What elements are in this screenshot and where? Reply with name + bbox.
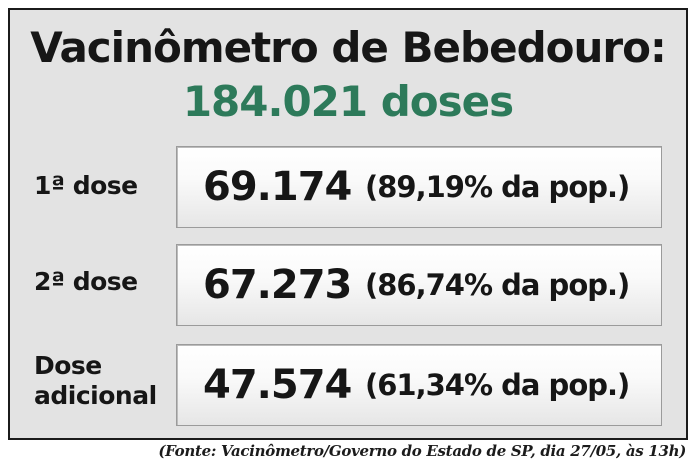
source-caption: (Fonte: Vacinômetro/Governo do Estado de… bbox=[158, 442, 686, 460]
first-dose-value: 69.174 bbox=[203, 164, 352, 210]
additional-dose-percent: (61,34% da pop.) bbox=[365, 368, 630, 402]
row-label-additional-dose-line1: Dose bbox=[34, 351, 102, 380]
second-dose-percent: (86,74% da pop.) bbox=[365, 268, 630, 302]
row-label-first-dose: 1ª dose bbox=[34, 171, 138, 200]
row-label-second-dose: 2ª dose bbox=[34, 267, 138, 296]
row-label-additional-dose-line2: adicional bbox=[34, 381, 157, 410]
vaccination-infographic: Vacinômetro de Bebedouro: 184.021 doses … bbox=[8, 8, 688, 440]
additional-dose-value: 47.574 bbox=[203, 362, 352, 408]
row-box-second-dose: 67.273 (86,74% da pop.) bbox=[176, 244, 662, 326]
total-doses: 184.021 doses bbox=[182, 77, 514, 126]
row-box-first-dose: 69.174 (89,19% da pop.) bbox=[176, 146, 662, 228]
row-box-additional-dose: 47.574 (61,34% da pop.) bbox=[176, 344, 662, 426]
first-dose-percent: (89,19% da pop.) bbox=[365, 170, 630, 204]
second-dose-value: 67.273 bbox=[203, 262, 352, 308]
headline: Vacinômetro de Bebedouro: bbox=[30, 23, 667, 72]
